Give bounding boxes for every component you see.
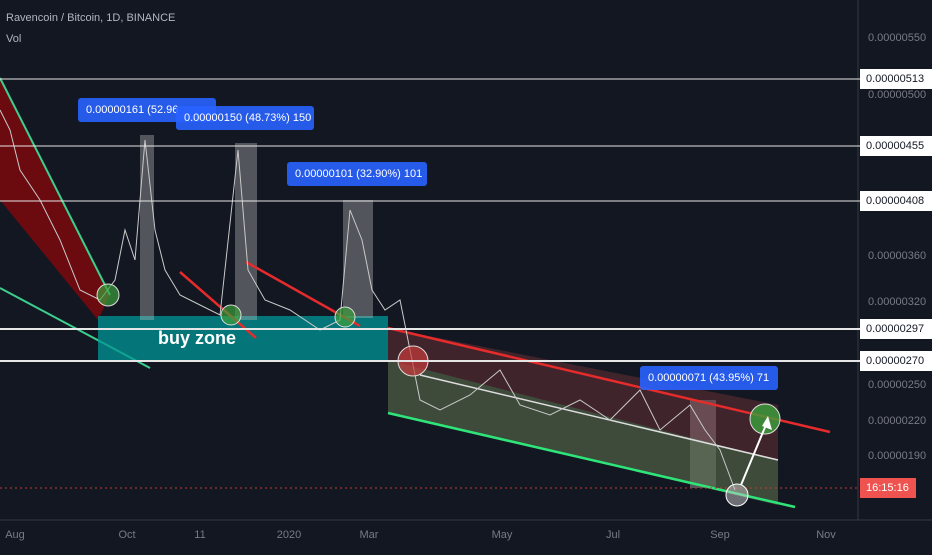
time-label: Nov — [816, 529, 836, 541]
price-label: 0.00000360 — [868, 250, 926, 262]
time-label: 11 — [194, 529, 205, 541]
level-label: 0.00000408 — [866, 195, 924, 207]
projection-arrow — [740, 419, 769, 486]
time-label: Oct — [118, 529, 135, 541]
measure-box — [235, 143, 257, 320]
level-tag — [860, 191, 932, 211]
price-label: 0.00000190 — [868, 450, 926, 462]
level-label: 0.00000513 — [866, 73, 924, 85]
price-label: 0.00000250 — [868, 379, 926, 391]
level-tag — [860, 351, 932, 371]
time-label: 2020 — [277, 529, 301, 541]
price-sketch — [0, 109, 736, 491]
price-label: 0.00000550 — [868, 32, 926, 44]
time-label: Sep — [710, 529, 730, 541]
trend-line — [179, 271, 257, 339]
level-label: 0.00000270 — [866, 355, 924, 367]
measure-box — [140, 135, 154, 320]
measure-tag — [176, 106, 314, 130]
clock-tag — [860, 478, 916, 498]
marker-circle — [220, 304, 242, 326]
level-tag — [860, 136, 932, 156]
measure-tag — [287, 162, 427, 186]
measure-tag — [640, 366, 778, 390]
level-tag — [860, 319, 932, 339]
measure-box — [343, 200, 373, 318]
symbol-title: Ravencoin / Bitcoin, 1D, BINANCE — [6, 12, 175, 24]
marker-circle — [749, 403, 781, 435]
price-label: 0.00000220 — [868, 415, 926, 427]
time-label: Jul — [606, 529, 620, 541]
measure-label: 0.00000150 (48.73%) 150 — [184, 112, 311, 124]
channel-fill — [388, 360, 778, 505]
zone-label: buy zone — [158, 328, 236, 348]
price-label: 0.00000500 — [868, 89, 926, 101]
marker-circle — [725, 483, 749, 507]
measure-label: 0.00000071 (43.95%) 71 — [648, 372, 769, 384]
marker-circle — [334, 306, 356, 328]
level-tag — [860, 69, 932, 89]
level-label: 0.00000297 — [866, 323, 924, 335]
channel-fill — [388, 328, 778, 505]
mid-line — [419, 374, 779, 461]
time-label: May — [492, 529, 513, 541]
indicator-name: Vol — [6, 33, 21, 45]
time-label: Aug — [5, 529, 25, 541]
wedge-line — [0, 77, 111, 296]
price-label: 0.00000320 — [868, 296, 926, 308]
arrow-head — [762, 416, 772, 430]
measure-label: 0.00000101 (32.90%) 101 — [295, 168, 422, 180]
clock: 16:15:16 — [866, 482, 909, 494]
time-label: Mar — [360, 529, 379, 541]
measure-label: 0.00000161 (52.96 — [86, 104, 178, 116]
level-label: 0.00000455 — [866, 140, 924, 152]
marker-circle — [96, 283, 120, 307]
wedge-fill — [0, 78, 110, 320]
